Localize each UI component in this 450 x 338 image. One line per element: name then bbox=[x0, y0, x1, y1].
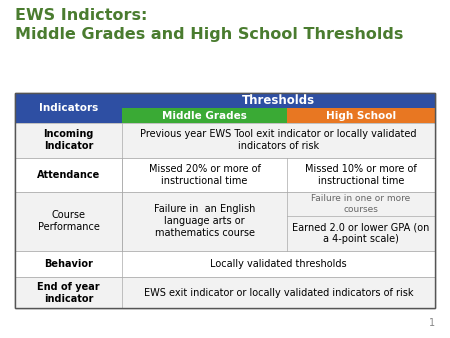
Text: Thresholds: Thresholds bbox=[242, 94, 315, 107]
Text: Middle Grades: Middle Grades bbox=[162, 111, 247, 121]
Text: High School: High School bbox=[326, 111, 396, 121]
Text: Course
Performance: Course Performance bbox=[38, 210, 99, 232]
Bar bbox=[15, 93, 435, 308]
Bar bbox=[287, 108, 435, 123]
Bar bbox=[122, 93, 435, 108]
Bar bbox=[15, 158, 435, 192]
Text: End of year
indicator: End of year indicator bbox=[37, 282, 100, 304]
Text: Failure in  an English
language arts or
mathematics course: Failure in an English language arts or m… bbox=[154, 204, 255, 238]
Bar bbox=[15, 93, 435, 108]
Text: EWS exit indicator or locally validated indicators of risk: EWS exit indicator or locally validated … bbox=[144, 288, 413, 297]
Bar bbox=[122, 108, 287, 123]
Text: Earned 2.0 or lower GPA (on
a 4-point scale): Earned 2.0 or lower GPA (on a 4-point sc… bbox=[292, 222, 430, 244]
Text: Missed 10% or more of
instructional time: Missed 10% or more of instructional time bbox=[305, 164, 417, 186]
Bar bbox=[15, 277, 435, 308]
Text: Attendance: Attendance bbox=[37, 170, 100, 180]
Text: Behavior: Behavior bbox=[44, 259, 93, 269]
Bar bbox=[15, 93, 435, 308]
Text: Indicators: Indicators bbox=[39, 103, 98, 113]
Text: Failure in one or more
courses: Failure in one or more courses bbox=[311, 194, 411, 214]
Bar bbox=[15, 250, 435, 277]
Bar bbox=[15, 123, 435, 158]
Bar bbox=[15, 192, 435, 250]
Text: Incoming
Indicator: Incoming Indicator bbox=[43, 129, 94, 151]
Text: Previous year EWS Tool exit indicator or locally validated
indicators of risk: Previous year EWS Tool exit indicator or… bbox=[140, 129, 417, 151]
Text: Locally validated thresholds: Locally validated thresholds bbox=[210, 259, 347, 269]
Bar bbox=[15, 93, 122, 123]
Text: 1: 1 bbox=[429, 318, 435, 328]
Text: Missed 20% or more of
instructional time: Missed 20% or more of instructional time bbox=[148, 164, 261, 186]
Text: EWS Indictors:
Middle Grades and High School Thresholds: EWS Indictors: Middle Grades and High Sc… bbox=[15, 8, 403, 42]
